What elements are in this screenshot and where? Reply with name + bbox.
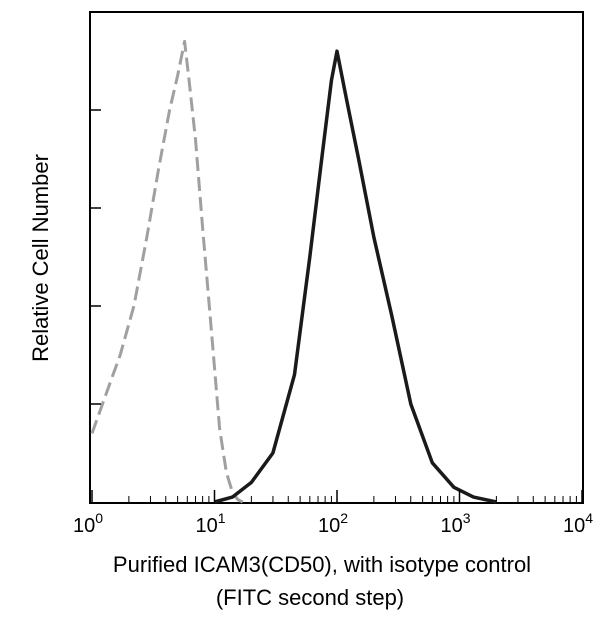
x-tick-label: 103 bbox=[440, 510, 470, 537]
x-axis-title: Purified ICAM3(CD50), with isotype contr… bbox=[113, 552, 531, 577]
plot-frame bbox=[89, 11, 584, 504]
y-tick-layer bbox=[90, 11, 101, 405]
series-2-line bbox=[214, 49, 497, 504]
x-axis-subtitle: (FITC second step) bbox=[216, 585, 404, 610]
x-tick-label: 100 bbox=[73, 510, 103, 537]
series-1-line bbox=[90, 39, 244, 504]
y-axis-title: Relative Cell Number bbox=[28, 154, 53, 362]
x-tick-label: 102 bbox=[318, 510, 348, 537]
x-tick-label: 104 bbox=[563, 510, 593, 537]
x-tick-label: 101 bbox=[195, 510, 225, 537]
series-layer bbox=[90, 39, 497, 504]
x-tick-layer: 100 101 102 103 104 bbox=[73, 490, 593, 537]
